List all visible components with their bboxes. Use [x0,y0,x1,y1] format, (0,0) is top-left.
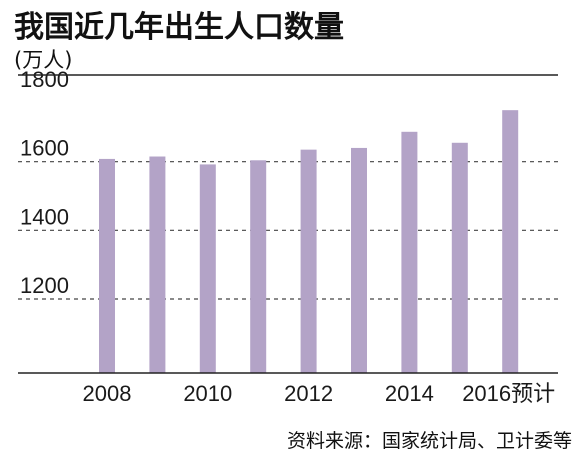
x-tick-label: 2016预计 [462,381,555,406]
bar-2013 [351,147,367,373]
y-tick-label: 1400 [20,204,69,229]
bar-2009 [149,156,166,373]
bar-2014 [401,131,418,373]
x-axis-ticks: 2008 2010 2012 2014 2016预计 [83,381,556,406]
y-axis-ticks: 1200 1400 1600 1800 [20,67,69,298]
bar-series [99,110,519,374]
source-note: 资料来源：国家统计局、卫计委等 [286,430,572,452]
y-unit-label: (万人) [14,48,73,72]
bar-2012 [300,149,317,373]
bar-2016预计 [502,110,519,374]
x-tick-label: 2010 [183,381,232,406]
bar-2015 [451,142,468,373]
x-tick-label: 2012 [284,381,333,406]
axes [18,74,558,374]
bar-2008 [99,158,115,373]
bar-2010 [199,164,216,373]
y-tick-label: 1800 [20,67,69,92]
chart-title: 我国近几年出生人口数量 [14,10,344,45]
y-tick-label: 1200 [20,273,69,298]
y-tick-label: 1600 [20,136,69,161]
x-tick-label: 2014 [385,381,434,406]
x-tick-label: 2008 [83,381,132,406]
bar-2011 [250,160,267,373]
